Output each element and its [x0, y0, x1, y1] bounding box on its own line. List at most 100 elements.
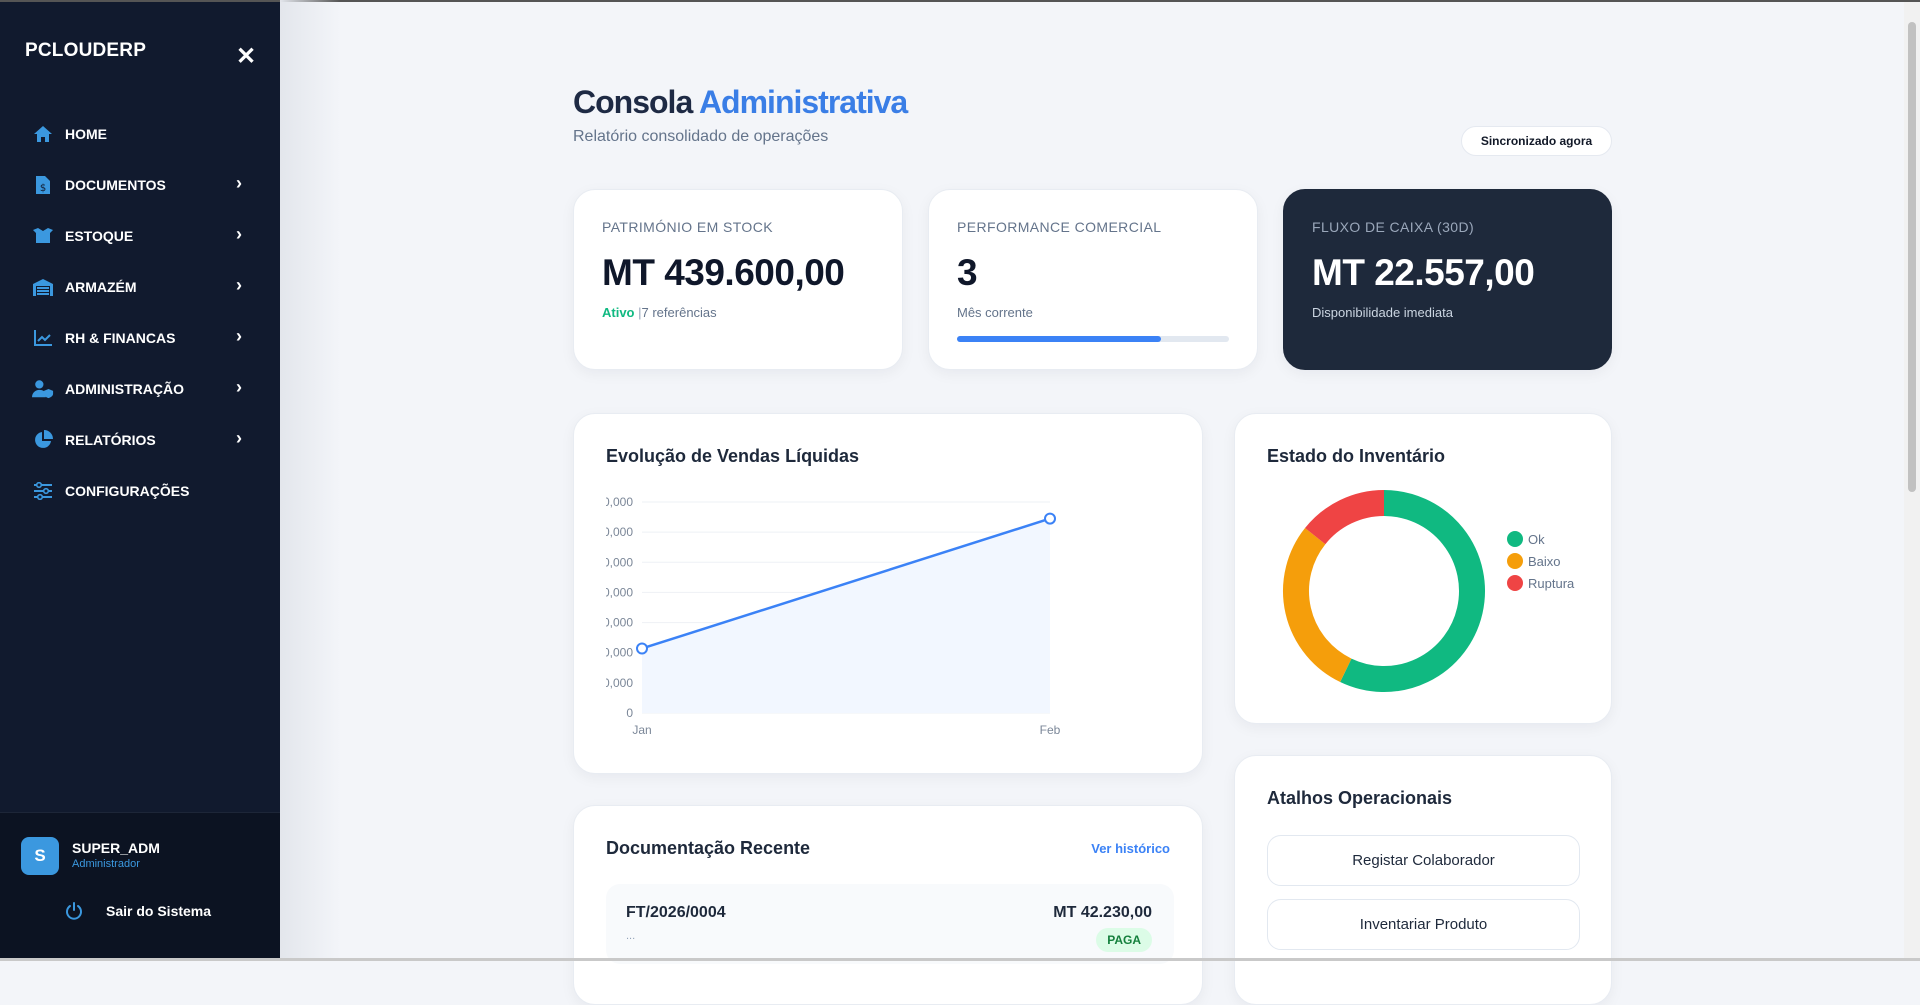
sidebar-item-home[interactable]: HOME	[0, 108, 280, 159]
sidebar-shadow	[280, 0, 340, 961]
user-shield-icon	[32, 378, 54, 400]
shortcuts-card: Atalhos Operacionais Registar Colaborado…	[1234, 755, 1612, 1005]
x-tick-label: Feb	[1040, 723, 1061, 737]
progress-bar	[957, 336, 1229, 342]
sidebar-item-label: ESTOQUE	[65, 227, 134, 244]
page-subtitle: Relatório consolidado de operações	[573, 128, 829, 145]
power-icon	[66, 902, 82, 920]
sidebar-item-label: CONFIGURAÇÕES	[65, 482, 190, 499]
sync-status-badge: Sincronizado agora	[1461, 126, 1612, 156]
view-history-link[interactable]: Ver histórico	[1091, 841, 1170, 856]
doc-amount: MT 42.230,00	[1053, 904, 1152, 921]
sales-line-chart: 0 10,000 20,000 30,000 40,000 50,000 60,000 70,…	[606, 495, 1061, 737]
chevron-right-icon: ›	[236, 173, 242, 193]
inventory-chart-card: Estado do Inventário Ok Baixo Ruptura	[1234, 413, 1612, 724]
legend-swatch	[1507, 575, 1523, 591]
card-title: Atalhos Operacionais	[1267, 788, 1453, 808]
sidebar-nav: HOME $ DOCUMENTOS › ESTOQUE › ARMAZÉM › RH & FIN…	[0, 108, 280, 516]
sidebar-item-documentos[interactable]: $ DOCUMENTOS ›	[0, 159, 280, 210]
logout-button[interactable]: Sair do Sistema	[64, 901, 211, 921]
inventory-donut-chart	[1283, 490, 1485, 692]
legend-item-baixo[interactable]: Baixo	[1507, 553, 1561, 569]
sidebar-item-label: RH & FINANCAS	[65, 329, 176, 346]
sliders-icon	[32, 480, 54, 502]
doc-desc: ...	[626, 930, 636, 942]
register-employee-button[interactable]: Registar Colaborador	[1267, 835, 1580, 886]
kpi-sub: Mês corrente	[957, 305, 1033, 320]
invoice-icon: $	[32, 174, 54, 196]
legend-item-ok[interactable]: Ok	[1507, 531, 1545, 547]
x-tick-label: Jan	[632, 723, 651, 737]
user-role: Administrador	[72, 858, 140, 870]
donut-slice-ok[interactable]	[1340, 490, 1485, 692]
scrollbar-thumb[interactable]	[1908, 22, 1916, 492]
scrollbar[interactable]	[1904, 2, 1920, 958]
pie-chart-icon	[32, 429, 54, 451]
kpi-refs: 7 referências	[641, 305, 717, 320]
y-tick-label: 30,000	[606, 616, 633, 630]
sidebar-item-label: RELATÓRIOS	[65, 431, 156, 448]
sidebar-item-rh-financas[interactable]: RH & FINANCAS ›	[0, 312, 280, 363]
title-accent: Administrativa	[698, 84, 908, 120]
kpi-label: FLUXO DE CAIXA (30D)	[1312, 219, 1475, 235]
chevron-right-icon: ›	[236, 377, 242, 397]
sidebar-item-estoque[interactable]: ESTOQUE ›	[0, 210, 280, 261]
card-title: Evolução de Vendas Líquidas	[606, 446, 860, 466]
sidebar-item-relato-rios[interactable]: RELATÓRIOS ›	[0, 414, 280, 465]
card-title: Estado do Inventário	[1267, 446, 1446, 466]
sidebar-item-label: ADMINISTRAÇÃO	[65, 380, 184, 397]
legend-swatch	[1507, 553, 1523, 569]
y-tick-label: 0	[626, 706, 633, 720]
box-icon	[32, 225, 54, 247]
kpi-stock-card: PATRIMÓNIO EM STOCK MT 439.600,00 Ativo …	[573, 189, 903, 370]
kpi-value: MT 22.557,00	[1312, 252, 1535, 293]
kpi-label: PATRIMÓNIO EM STOCK	[602, 219, 773, 235]
area-fill	[642, 518, 1050, 713]
close-sidebar-button[interactable]: ✕	[236, 43, 257, 70]
data-point-feb[interactable]	[1044, 512, 1056, 525]
logout-label: Sair do Sistema	[106, 903, 212, 919]
inventory-product-button[interactable]: Inventariar Produto	[1267, 899, 1580, 950]
kpi-label: PERFORMANCE COMERCIAL	[957, 219, 1162, 235]
kpi-status: Ativo	[602, 305, 635, 320]
chevron-right-icon: ›	[236, 275, 242, 295]
title-main: Consola	[573, 84, 693, 120]
card-title: Documentação Recente	[606, 838, 811, 858]
donut-slice-ruptura[interactable]	[1305, 490, 1385, 545]
sidebar-item-armaze-m[interactable]: ARMAZÉM ›	[0, 261, 280, 312]
page-title: Consola Administrativa	[573, 84, 908, 121]
sidebar-item-administrac-a-o[interactable]: ADMINISTRAÇÃO ›	[0, 363, 280, 414]
legend-item-ruptura[interactable]: Ruptura	[1507, 575, 1574, 591]
user-name: SUPER_ADM	[72, 840, 160, 856]
recent-docs-card: Documentação Recente Ver histórico FT/20…	[573, 805, 1203, 1005]
y-tick-label: 20,000	[606, 646, 633, 660]
kpi-value: 3	[957, 252, 978, 293]
legend-label: Baixo	[1528, 553, 1561, 569]
doc-row[interactable]: FT/2026/0004 ... MT 42.230,00 PAGA	[606, 884, 1174, 964]
sidebar: PCLOUDERP ✕ HOME $ DOCUMENTOS › ESTOQUE › ARMA…	[0, 2, 280, 958]
brand-logo: PCLOUDERP	[25, 40, 147, 61]
window-frame	[0, 0, 1920, 2]
y-tick-label: 50,000	[606, 555, 633, 569]
warehouse-icon	[32, 276, 54, 298]
chevron-right-icon: ›	[236, 428, 242, 448]
doc-id: FT/2026/0004	[626, 904, 726, 921]
sales-chart-card: Evolução de Vendas Líquidas 0 10,000 20,00…	[573, 413, 1203, 774]
y-tick-label: 70,000	[606, 495, 633, 509]
chevron-right-icon: ›	[236, 224, 242, 244]
kpi-sub: Ativo |7 referências	[602, 305, 717, 320]
legend-label: Ok	[1528, 531, 1545, 547]
donut-slice-baixo[interactable]	[1283, 528, 1352, 682]
y-tick-label: 10,000	[606, 676, 633, 690]
kpi-cashflow-card: FLUXO DE CAIXA (30D) MT 22.557,00 Dispon…	[1283, 189, 1612, 370]
user-panel: S SUPER_ADM Administrador Sair do Sistem…	[0, 812, 280, 958]
y-tick-label: 40,000	[606, 585, 633, 599]
chevron-right-icon: ›	[236, 326, 242, 346]
series-line	[641, 517, 1051, 650]
kpi-sub: Disponibilidade imediata	[1312, 305, 1453, 320]
kpi-value: MT 439.600,00	[602, 252, 845, 293]
sidebar-item-configurac-o-es[interactable]: CONFIGURAÇÕES	[0, 465, 280, 516]
data-point-jan[interactable]	[636, 642, 648, 655]
status-badge: PAGA	[1096, 928, 1152, 952]
sidebar-item-label: DOCUMENTOS	[65, 176, 166, 193]
